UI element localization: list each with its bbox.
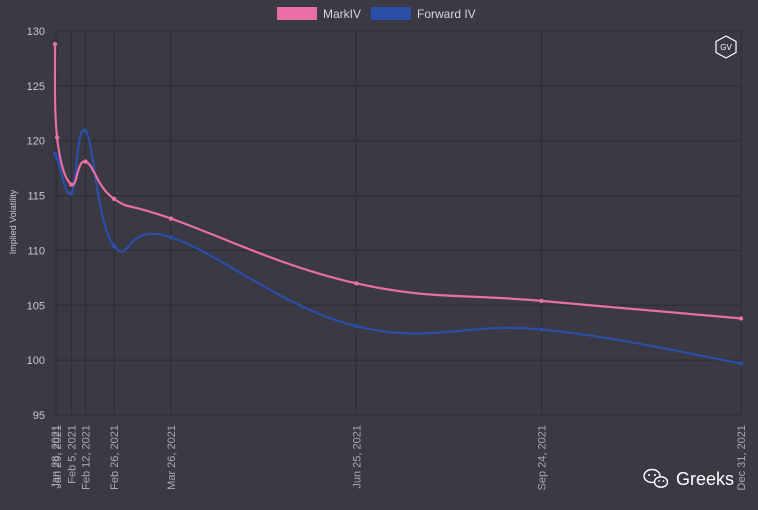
data-point-forward-iv[interactable] (354, 323, 359, 329)
y-tick-label: 100 (27, 355, 45, 367)
brand-watermark: Greeks (643, 468, 734, 489)
data-point-markiv[interactable] (54, 135, 60, 140)
data-point-forward-iv[interactable] (738, 361, 744, 366)
x-tick-label: Mar 26, 2021 (166, 425, 178, 490)
x-tick-label: Jan 28, 2021 (50, 425, 62, 489)
x-tick-label: Jun 25, 2021 (351, 425, 363, 489)
series-line-forward-iv (53, 128, 742, 365)
y-axis: 95 100 105 110 115 120 125 130 (27, 26, 45, 422)
y-tick-label: 105 (27, 300, 45, 312)
brand-name: Greeks (676, 469, 734, 489)
wechat-icon (643, 468, 669, 488)
y-tick-label: 125 (27, 81, 45, 93)
y-tick-label: 130 (27, 26, 45, 38)
y-tick-label: 95 (33, 410, 45, 422)
grid (54, 30, 742, 416)
x-tick-label: Feb 5, 2021 (66, 425, 78, 484)
y-tick-label: 110 (27, 245, 45, 257)
x-tick-label: Dec 31, 2021 (736, 425, 748, 490)
y-axis-title: Implied Volatility (8, 189, 18, 254)
series-points (52, 41, 744, 366)
gv-hexagon-icon: GV (715, 35, 737, 59)
data-point-forward-iv[interactable] (54, 156, 60, 161)
series-line-markiv (53, 44, 742, 320)
data-point-forward-iv[interactable] (111, 243, 117, 249)
legend-label-markiv: MarkIV (323, 7, 361, 21)
legend[interactable]: MarkIV Forward IV (277, 7, 476, 21)
series-lines (53, 44, 742, 365)
data-point-markiv[interactable] (52, 41, 58, 47)
legend-swatch-forward-iv (371, 7, 411, 20)
data-point-markiv[interactable] (539, 298, 544, 304)
data-point-markiv[interactable] (738, 316, 744, 321)
data-point-forward-iv[interactable] (168, 235, 174, 240)
legend-item-markiv[interactable]: MarkIV (277, 7, 361, 21)
x-tick-label: Jan 29, 2021 (52, 425, 64, 489)
x-tick-label: Sep 24, 2021 (537, 425, 549, 490)
data-point-markiv[interactable] (354, 281, 359, 286)
data-point-markiv[interactable] (168, 216, 174, 221)
y-tick-label: 115 (27, 191, 45, 203)
x-tick-label: Feb 26, 2021 (109, 425, 121, 490)
legend-item-forward-iv[interactable]: Forward IV (371, 7, 476, 21)
data-point-forward-iv[interactable] (52, 151, 58, 157)
data-point-markiv[interactable] (69, 182, 74, 187)
x-tick-label: Feb 12, 2021 (81, 425, 93, 490)
data-point-forward-iv[interactable] (69, 191, 74, 196)
badge-text: GV (720, 43, 732, 52)
y-tick-label: 120 (27, 136, 45, 148)
data-point-markiv[interactable] (83, 159, 88, 164)
data-point-markiv[interactable] (111, 196, 117, 202)
legend-swatch-markiv (277, 7, 317, 20)
data-point-forward-iv[interactable] (539, 327, 544, 332)
legend-label-forward-iv: Forward IV (417, 7, 476, 21)
data-point-forward-iv[interactable] (83, 128, 88, 134)
